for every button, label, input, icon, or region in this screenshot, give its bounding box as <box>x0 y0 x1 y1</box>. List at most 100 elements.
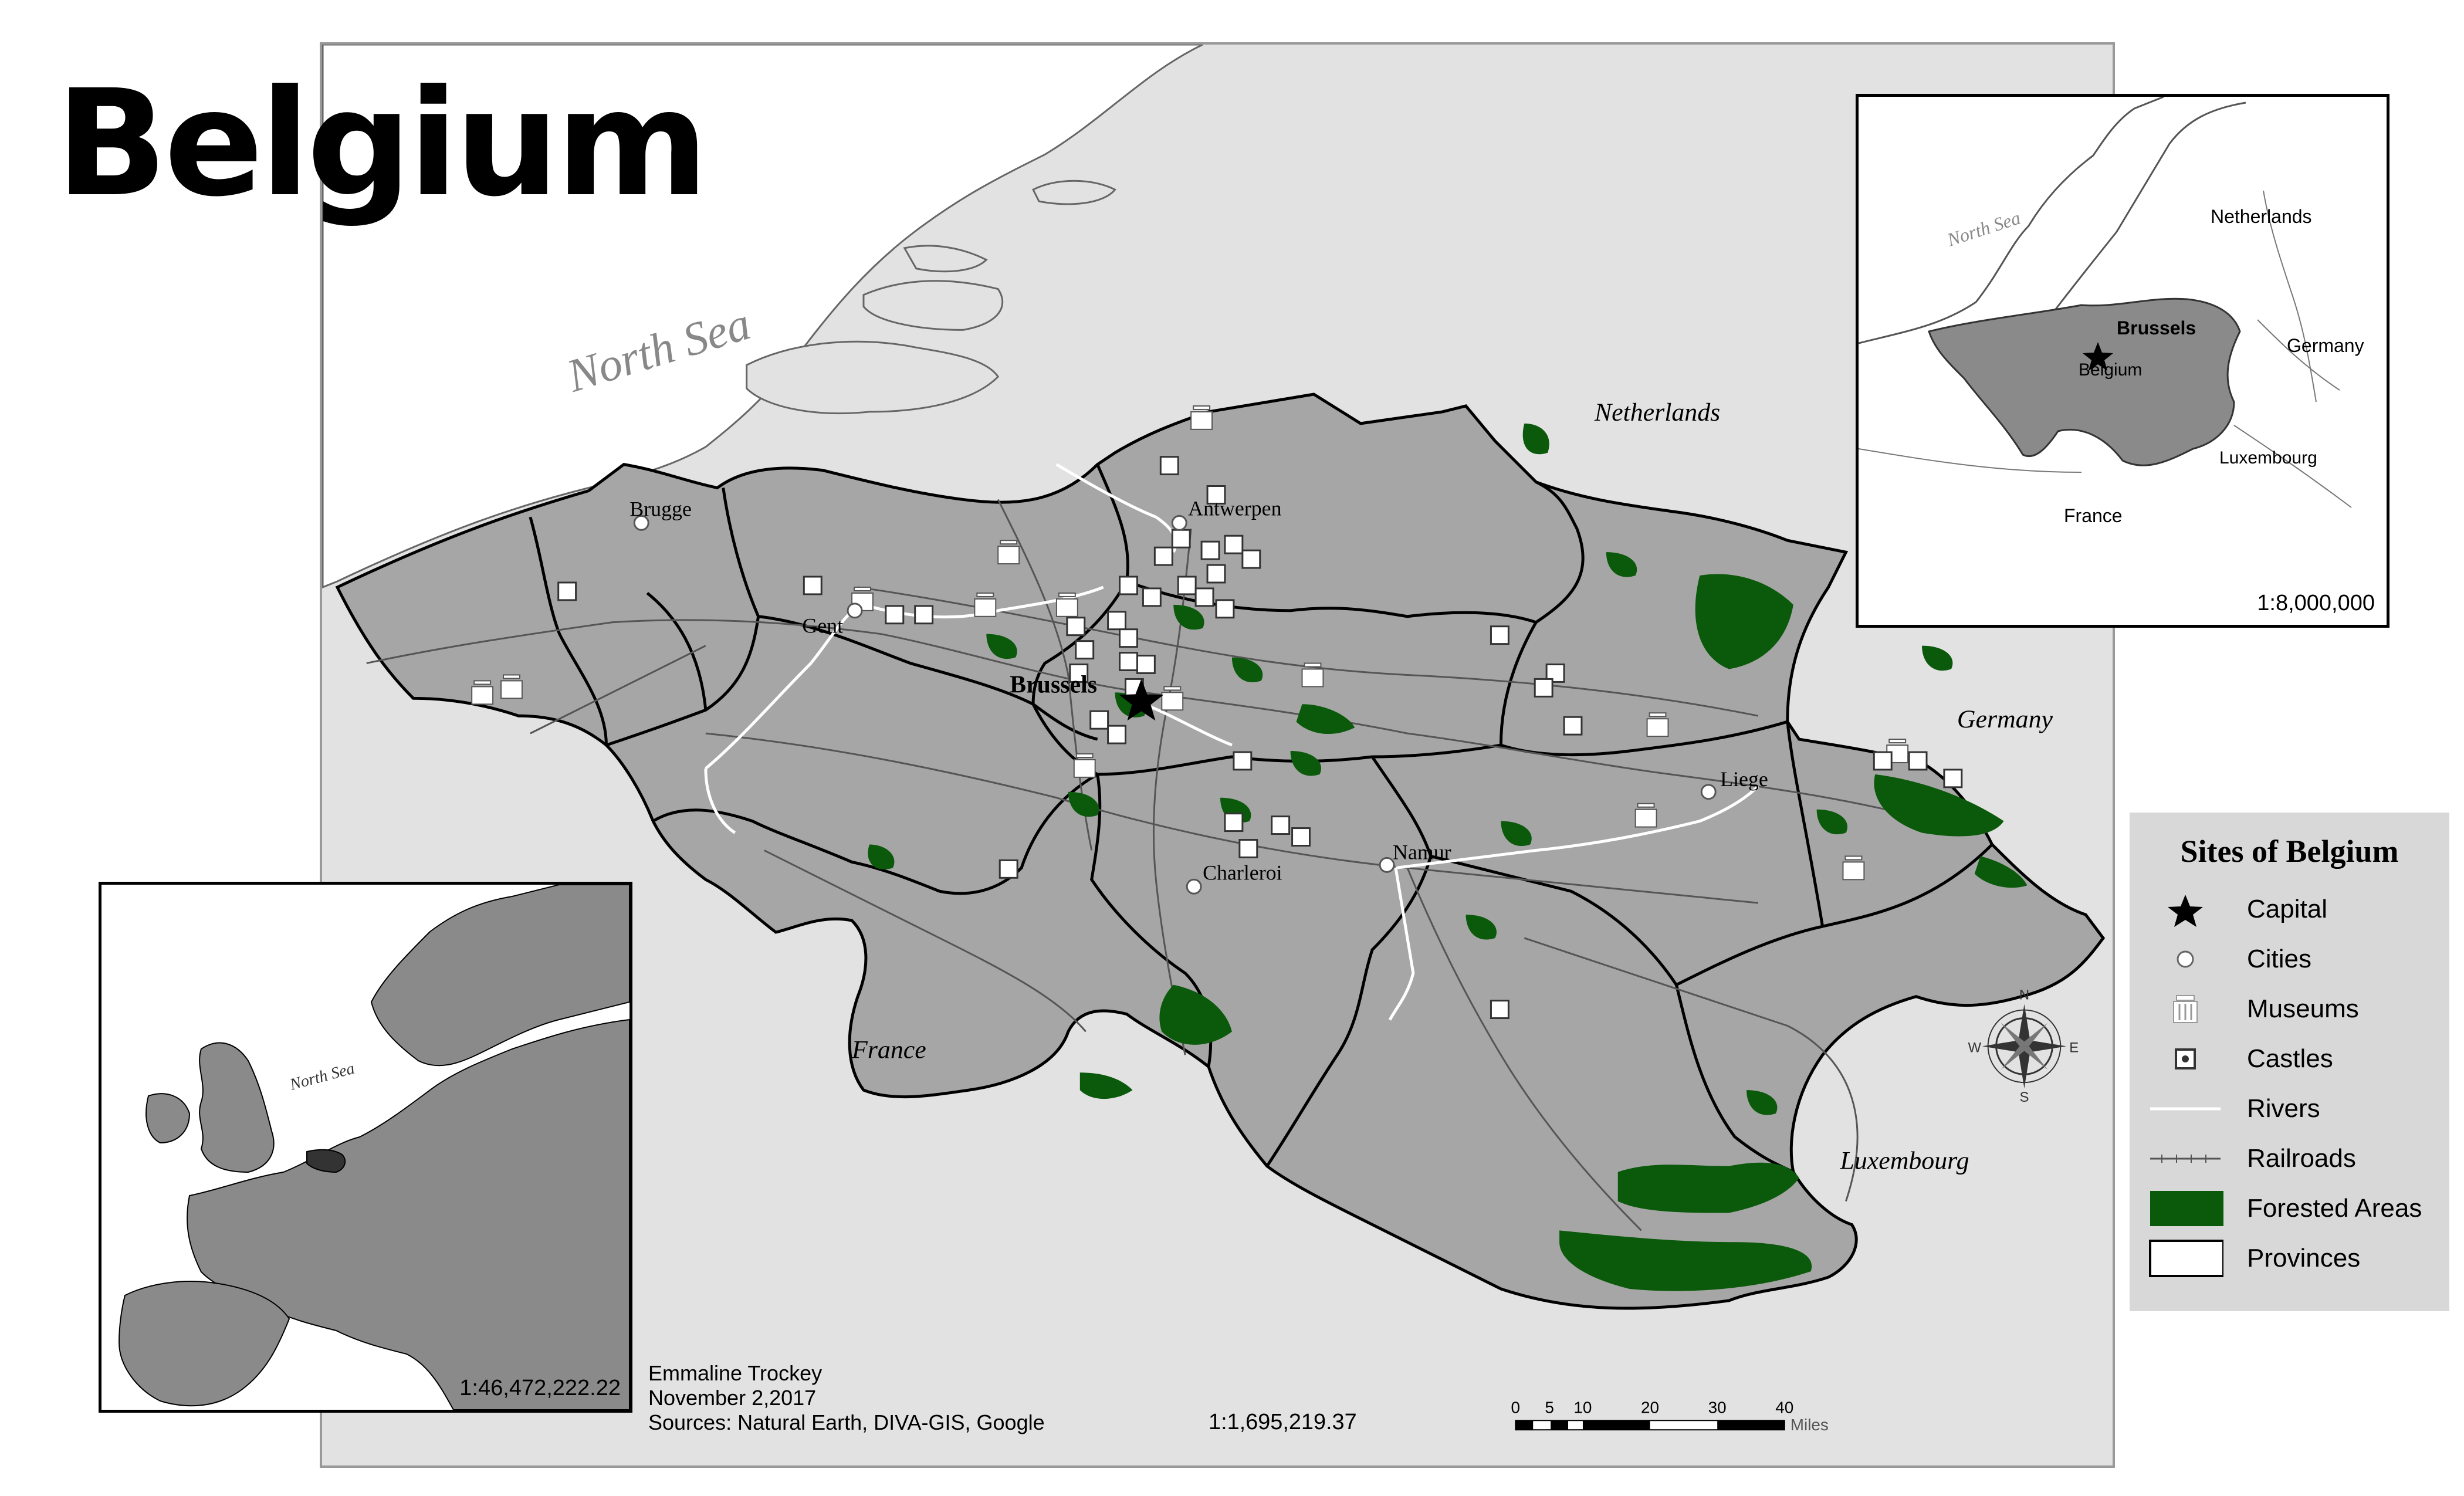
city-markers <box>633 515 1717 895</box>
author: Emmaline Trockey <box>648 1361 823 1385</box>
star-icon <box>2168 895 2203 927</box>
castle-icon <box>1194 587 1214 607</box>
inset-luxembourg-label: Luxembourg <box>2219 448 2317 468</box>
museum-icon <box>974 592 997 617</box>
compass-w: W <box>1968 1040 1981 1055</box>
city-label-brugge: Brugge <box>629 497 692 520</box>
compass-s: S <box>2019 1089 2029 1105</box>
castle-icon <box>914 605 934 625</box>
compass-e: E <box>2069 1040 2079 1055</box>
inset-tr-scale: 1:8,000,000 <box>2257 591 2375 615</box>
castle-icon <box>1200 540 1220 560</box>
museum-icon <box>1646 712 1669 737</box>
castle-icon <box>803 576 823 595</box>
castle-icon <box>1171 529 1191 549</box>
castle-icon <box>1490 625 1509 645</box>
inset-border-lines <box>1859 190 2352 508</box>
museum-markers <box>471 405 1909 881</box>
forested-areas <box>868 423 2028 1291</box>
legend-item-provinces: Provinces <box>2147 1238 2441 1279</box>
main-map-scale: 1:1,695,219.37 <box>1209 1410 1357 1434</box>
legend-item-capital: Capital <box>2147 889 2441 930</box>
castle-icon <box>1177 576 1197 595</box>
legend-label-rivers: Rivers <box>2247 1094 2320 1123</box>
city-label-antwerpen: Antwerpen <box>1188 496 1281 520</box>
scalebar-tick-20: 20 <box>1641 1398 1659 1416</box>
page-title: Belgium <box>56 58 709 229</box>
legend-label-castles: Castles <box>2247 1044 2333 1073</box>
castle-icon <box>1908 751 1928 771</box>
castle-icon <box>1119 652 1138 671</box>
scalebar-tick-0: 0 <box>1511 1398 1521 1416</box>
railroad-line <box>2150 1155 2221 1163</box>
castle-icon <box>1238 839 1258 858</box>
scalebar-tick-40: 40 <box>1775 1398 1793 1416</box>
scalebar-tick-10: 10 <box>1573 1398 1592 1416</box>
inset-brussels-label: Brussels <box>2117 317 2196 339</box>
legend-label-capital: Capital <box>2247 895 2327 923</box>
castle-icon <box>1271 815 1291 835</box>
inset-bl-scale: 1:46,472,222.22 <box>459 1376 621 1400</box>
city-label-liege: Liege <box>1720 767 1768 791</box>
river-line <box>2150 1107 2221 1111</box>
inset-iberia <box>118 1281 290 1407</box>
germany-label: Germany <box>1957 705 2053 733</box>
castle-icon <box>1490 1000 1509 1020</box>
city-label-charleroi: Charleroi <box>1203 861 1282 884</box>
city-dot-brugge <box>633 515 649 531</box>
inset-scandinavia <box>370 885 629 1067</box>
museum-icon <box>1842 855 1865 881</box>
castle-icon <box>1153 546 1173 566</box>
map-credits: Emmaline Trockey November 2,2017 Sources… <box>648 1361 1045 1435</box>
castle-icon <box>1563 716 1583 736</box>
castle-icon <box>1534 678 1553 698</box>
legend-label-railroads: Railroads <box>2247 1144 2356 1173</box>
castle-icon <box>1107 725 1127 744</box>
legend-item-castles: Castles <box>2147 1038 2441 1079</box>
castle-icon <box>1159 456 1179 476</box>
legend-label-provinces: Provinces <box>2247 1244 2361 1272</box>
sources: Sources: Natural Earth, DIVA-GIS, Google <box>648 1410 1045 1434</box>
province-borders <box>529 463 1993 1173</box>
province-swatch <box>2149 1240 2223 1277</box>
date: November 2,2017 <box>648 1386 817 1410</box>
netherlands-label: Netherlands <box>1594 398 1720 427</box>
museum-icon <box>1190 405 1213 430</box>
legend-item-museums: Museums <box>2147 989 2441 1030</box>
legend: Sites of Belgium Capital Cities Museums … <box>2130 813 2449 1311</box>
castle-icon <box>1206 564 1226 584</box>
castle-icon <box>1066 617 1086 637</box>
inset-netherlands-label: Netherlands <box>2211 206 2312 227</box>
inset-germany-label: Germany <box>2287 335 2364 356</box>
museum-icon <box>2173 995 2198 1023</box>
capital-label: Brussels <box>1010 671 1097 698</box>
inset-uk <box>199 1042 275 1173</box>
inset-france-label: France <box>2064 505 2123 526</box>
museum-icon <box>1161 686 1184 711</box>
museum-icon <box>851 586 874 611</box>
castle-icon <box>557 581 577 601</box>
castle-icon <box>999 859 1018 879</box>
legend-label-forest: Forested Areas <box>2247 1194 2422 1223</box>
castle-icon <box>1075 640 1095 660</box>
compass-n: N <box>2019 987 2029 1003</box>
inset-map-europe: North Sea 1:46,472,222.22 <box>99 882 632 1413</box>
castle-icon <box>1119 576 1138 595</box>
museum-icon <box>1634 803 1657 828</box>
inset-ireland <box>145 1093 191 1144</box>
inset-netherlands-coast <box>2051 101 2246 314</box>
museum-icon <box>1301 662 1324 688</box>
city-dot-namur <box>1379 857 1395 873</box>
castle-icon <box>1943 769 1963 788</box>
castle-icon <box>1119 628 1138 648</box>
castle-icon <box>1241 549 1261 569</box>
castle-icon <box>1873 751 1893 771</box>
castle-icon <box>1233 751 1253 771</box>
legend-label-cities: Cities <box>2247 945 2312 973</box>
legend-item-railroads: Railroads <box>2147 1138 2441 1179</box>
inset-belgium-highlight <box>306 1149 346 1173</box>
castle-icon <box>1224 534 1244 554</box>
city-label-gent: Gent <box>802 614 843 638</box>
castle-markers <box>557 456 1963 1020</box>
capital-star-icon <box>1119 679 1164 721</box>
